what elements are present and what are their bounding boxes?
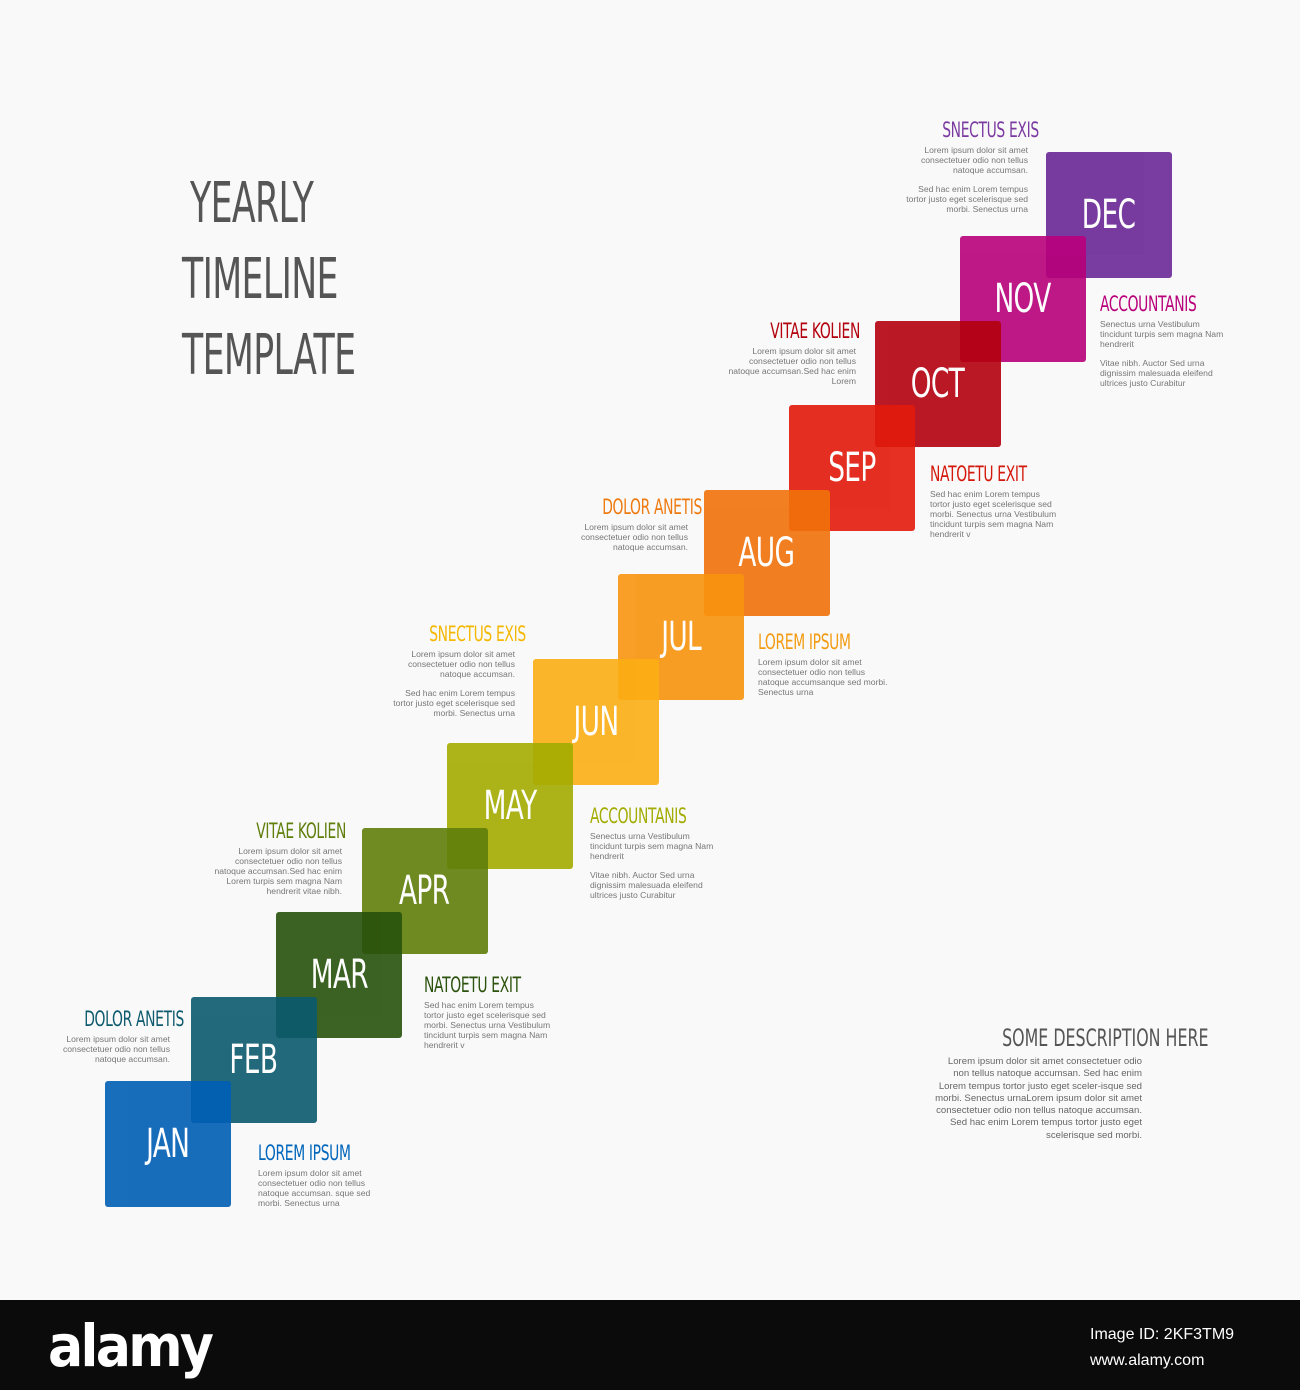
footer-site: www.alamy.com (1090, 1352, 1205, 1369)
note-jul: LOREM IPSUM Lorem ipsum dolor sit amet co… (758, 630, 888, 698)
note-body: Lorem ipsum dolor sit amet consectetuer … (214, 846, 342, 896)
description-body: Lorem ipsum dolor sit amet consectetuer … (935, 1056, 1142, 1141)
title-line-1: YEARLY (190, 171, 314, 236)
note-body-extra: Sed hac enim Lorem tempus tortor justo e… (393, 688, 515, 718)
note-oct: VITAE KOLIEN Lorem ipsum dolor sit amet c… (726, 319, 861, 387)
month-label: OCT (910, 360, 965, 407)
note-sep: NATOETU EXIT Sed hac enim Lorem tempus to… (930, 462, 1060, 540)
month-label: NOV (994, 276, 1052, 322)
note-title: DOLOR ANETIS (602, 495, 702, 519)
note-title: SNECTUS EXIS (429, 622, 526, 646)
note-body: Sed hac enim Lorem tempus tortor justo e… (930, 489, 1057, 539)
month-label: AUG (738, 529, 796, 576)
month-square-dec: DEC (1045, 151, 1172, 278)
title-line-2: TIMELINE (182, 247, 339, 312)
note-title: VITAE KOLIEN (256, 819, 347, 843)
note-dec: SNECTUS EXIS Lorem ipsum dolor sit amet c… (898, 118, 1039, 215)
note-body: Lorem ipsum dolor sit amet consectetuer … (920, 145, 1028, 175)
month-square-apr: APR (361, 827, 488, 954)
month-square-sep: SEP (789, 405, 915, 531)
note-title: DOLOR ANETIS (84, 1007, 184, 1031)
description-block: SOME DESCRIPTION HERE Lorem ipsum dolor … (930, 1024, 1209, 1142)
description-title: SOME DESCRIPTION HERE (1002, 1024, 1209, 1052)
footer-image-id: Image ID: 2KF3TM9 (1090, 1326, 1235, 1343)
note-title: ACCOUNTANIS (1100, 292, 1197, 316)
note-body: Senectus urna Vestibulum tincidunt turpi… (1100, 319, 1224, 349)
footer-logo: alamy (48, 1312, 214, 1380)
note-body: Senectus urna Vestibulum tincidunt turpi… (590, 831, 714, 861)
month-label: JAN (146, 1121, 190, 1167)
note-body: Lorem ipsum dolor sit amet consectetuer … (728, 346, 856, 386)
note-body: Lorem ipsum dolor sit amet consectetuer … (258, 1168, 371, 1208)
month-label: MAY (483, 783, 538, 829)
infographic-canvas: YEARLY TIMELINE TEMPLATE JAN FEB MAR APR MAY… (40, 118, 1230, 1209)
note-jun: SNECTUS EXIS Lorem ipsum dolor sit amet c… (385, 622, 526, 719)
month-label: APR (399, 867, 450, 914)
note-body-extra: Sed hac enim Lorem tempus tortor justo e… (906, 184, 1028, 214)
month-label: DEC (1081, 191, 1136, 238)
month-label: SEP (828, 445, 876, 491)
note-title: SNECTUS EXIS (942, 118, 1039, 142)
footer-info: Image ID: 2KF3TM9 www.alamy.com (1090, 1322, 1240, 1374)
note-mar: NATOETU EXIT Sed hac enim Lorem tempus to… (424, 973, 554, 1051)
note-jan: LOREM IPSUM Lorem ipsum dolor sit amet co… (258, 1141, 388, 1209)
month-label: MAR (310, 952, 368, 998)
note-nov: ACCOUNTANIS Senectus urna Vestibulum tinc… (1100, 292, 1230, 389)
note-body: Lorem ipsum dolor sit amet consectetuer … (407, 649, 515, 679)
note-body-extra: Vitae nibh. Auctor Sed urna dignissim ma… (590, 870, 703, 900)
footer-bar: alamy Image ID: 2KF3TM9 www.alamy.com (0, 1300, 1300, 1390)
month-label: FEB (229, 1036, 278, 1083)
note-may: ACCOUNTANIS Senectus urna Vestibulum tinc… (590, 804, 720, 901)
note-title: NATOETU EXIT (424, 973, 521, 997)
title-line-3: TEMPLATE (182, 323, 356, 388)
note-body: Lorem ipsum dolor sit amet consectetuer … (62, 1034, 170, 1064)
note-feb: DOLOR ANETIS Lorem ipsum dolor sit amet c… (40, 1007, 184, 1065)
note-title: ACCOUNTANIS (590, 804, 687, 828)
month-square-jan: JAN (105, 1081, 231, 1207)
note-title: LOREM IPSUM (758, 630, 851, 654)
month-label: JUL (661, 614, 702, 660)
note-aug: DOLOR ANETIS Lorem ipsum dolor sit amet c… (558, 495, 702, 553)
note-body: Lorem ipsum dolor sit amet consectetuer … (758, 657, 888, 697)
month-label: JUN (573, 698, 619, 745)
note-body-extra: Vitae nibh. Auctor Sed urna dignissim ma… (1100, 358, 1213, 388)
note-apr: VITAE KOLIEN Lorem ipsum dolor sit amet c… (212, 819, 347, 897)
note-body: Lorem ipsum dolor sit amet consectetuer … (580, 522, 688, 552)
note-body: Sed hac enim Lorem tempus tortor justo e… (424, 1000, 551, 1050)
note-title: LOREM IPSUM (258, 1141, 351, 1165)
note-title: NATOETU EXIT (930, 462, 1027, 486)
note-title: VITAE KOLIEN (770, 319, 861, 343)
